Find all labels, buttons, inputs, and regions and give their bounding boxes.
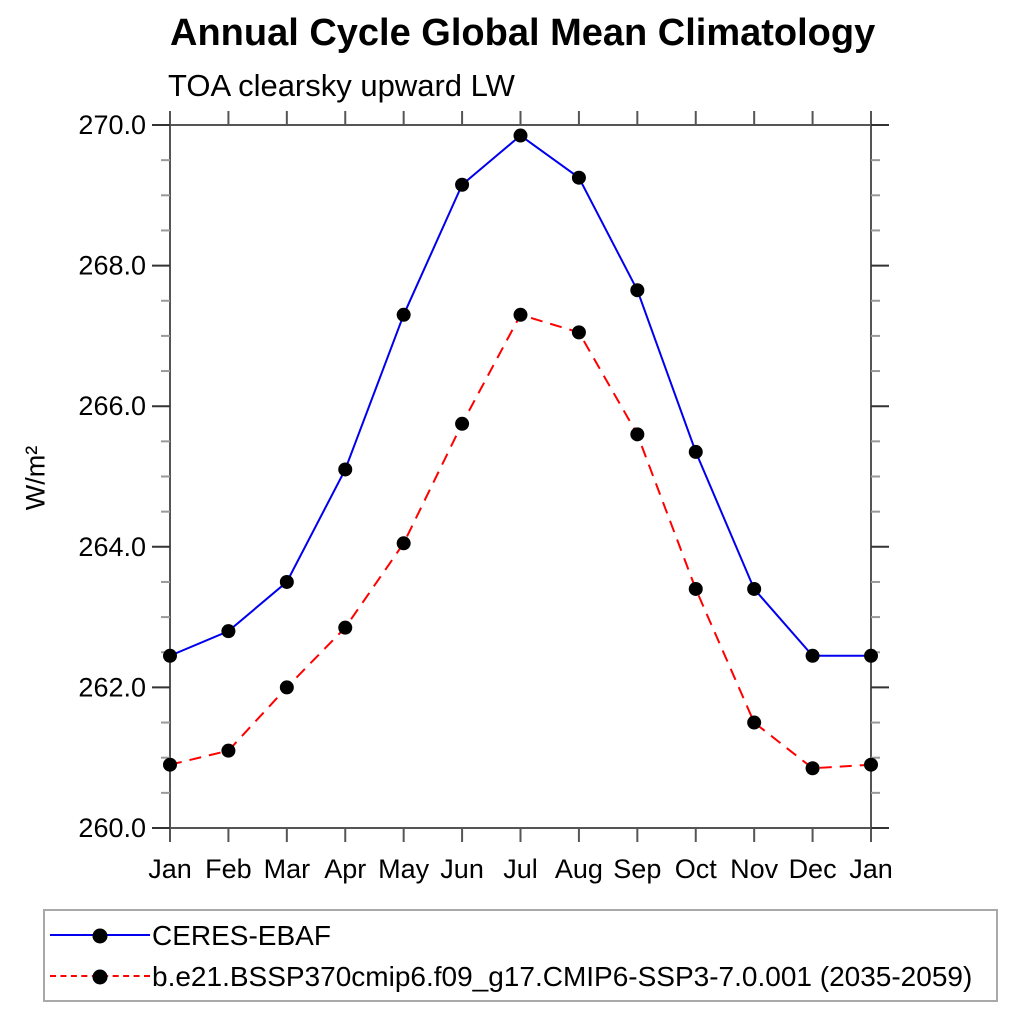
data-point-marker-1: [688, 581, 703, 596]
y-tick-label: 264.0: [78, 532, 146, 562]
legend-entry-ceres-ebaf: CERES-EBAF: [50, 920, 331, 951]
x-tick-label: Sep: [613, 854, 661, 884]
data-point-marker-1: [513, 307, 528, 322]
data-point-marker-0: [279, 574, 294, 589]
x-tick-label: Jan: [148, 854, 192, 884]
chart-subtitle: TOA clearsky upward LW: [168, 68, 515, 103]
data-point-marker-0: [688, 444, 703, 459]
x-tick-label: Jul: [503, 854, 538, 884]
x-tick-label: Oct: [675, 854, 718, 884]
data-point-marker-1: [163, 757, 177, 772]
data-point-marker-0: [571, 170, 586, 185]
x-tick-label: Mar: [264, 854, 311, 884]
x-tick-label: Jun: [440, 854, 484, 884]
x-tick-label: May: [378, 854, 430, 884]
x-tick-label: Dec: [789, 854, 837, 884]
x-tick-label: Feb: [205, 854, 252, 884]
legend-sample-model: [50, 962, 150, 992]
y-tick-label: 260.0: [78, 813, 146, 843]
series-line-1: [169, 313, 872, 770]
legend-label-model: b.e21.BSSP370cmip6.f09_g17.CMIP6-SSP3-7.…: [152, 961, 973, 992]
legend-entry-model: b.e21.BSSP370cmip6.f09_g17.CMIP6-SSP3-7.…: [50, 961, 973, 992]
data-point-marker-0: [163, 648, 177, 663]
data-point-marker-1: [338, 620, 353, 635]
legend-label-ceres-ebaf: CERES-EBAF: [152, 920, 331, 951]
data-point-marker-0: [513, 128, 528, 143]
plot-frame: [169, 124, 872, 829]
data-point-marker-0: [338, 462, 353, 477]
data-point-marker-0: [747, 581, 762, 596]
legend-marker-dot-icon: [92, 928, 108, 944]
data-point-marker-0: [864, 648, 878, 663]
legend-sample-ceres-ebaf: [50, 921, 150, 951]
legend-marker-dot-icon: [92, 969, 108, 985]
chart-title: Annual Cycle Global Mean Climatology: [170, 12, 876, 54]
x-tick-label: Aug: [555, 854, 603, 884]
y-tick-label: 266.0: [78, 391, 146, 421]
data-point-marker-1: [221, 743, 236, 758]
data-point-marker-0: [630, 283, 645, 298]
data-point-marker-1: [396, 536, 411, 551]
data-point-marker-0: [455, 177, 470, 192]
data-point-marker-1: [747, 715, 762, 730]
legend-box: CERES-EBAF b.e21.BSSP370cmip6.f09_g17.CM…: [43, 909, 998, 1002]
y-tick-label: 270.0: [78, 110, 146, 140]
data-point-marker-0: [221, 624, 236, 639]
y-tick-label: 262.0: [78, 672, 146, 702]
series-line-0: [169, 134, 871, 657]
plot-area: Jan Feb Mar Apr May Jun Jul Aug Sep Oct Nov Dec Jan2…: [78, 110, 893, 884]
x-tick-label: Jan: [849, 854, 893, 884]
x-tick-label: Apr: [324, 854, 366, 884]
data-point-marker-0: [805, 648, 820, 663]
data-point-marker-1: [571, 325, 586, 340]
data-point-marker-1: [455, 416, 470, 431]
data-point-marker-1: [279, 680, 294, 695]
data-point-marker-1: [630, 427, 645, 442]
y-tick-label: 268.0: [78, 251, 146, 281]
data-point-marker-1: [864, 757, 878, 772]
data-point-marker-0: [396, 307, 411, 322]
x-tick-label: Nov: [730, 854, 779, 884]
data-point-marker-1: [805, 761, 820, 776]
